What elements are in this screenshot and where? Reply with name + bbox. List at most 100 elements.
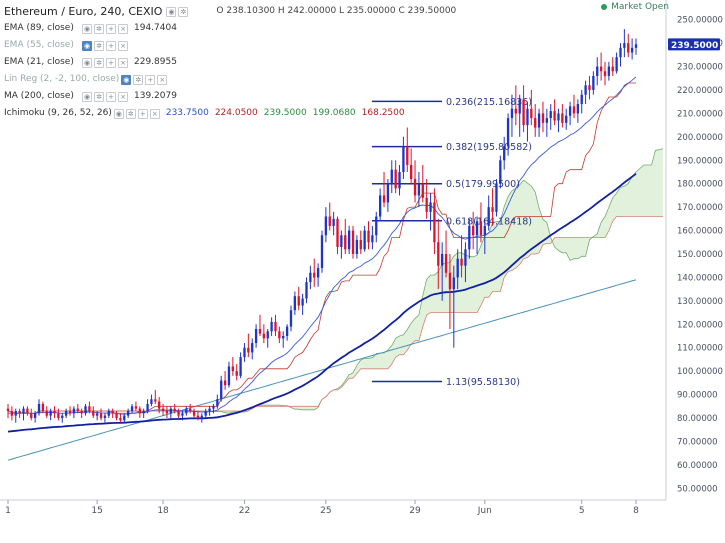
candle-body	[200, 415, 203, 418]
indicator-row[interactable]: Lin Reg (2, -2, 100, close) ◉ ✲ + ×	[4, 71, 456, 88]
candle-body	[49, 410, 52, 416]
eye-icon[interactable]: ◉	[82, 40, 92, 51]
candle-body	[627, 43, 630, 53]
ichimoku-row[interactable]: Ichimoku (9, 26, 52, 26) ◉ ✲ + × 233.750…	[4, 105, 456, 122]
candle-body	[409, 164, 413, 180]
ichimoku-value: 224.0500	[214, 108, 258, 118]
plus-icon[interactable]: +	[106, 23, 116, 34]
eye-icon[interactable]: ◉	[113, 108, 124, 119]
candle-body	[189, 408, 192, 411]
candle-body	[134, 406, 138, 409]
indicator-row[interactable]: EMA (21, close) ◉ ✲ + × 229.8955	[4, 54, 456, 71]
senkou-span-a-line	[108, 148, 664, 414]
y-tick-label: 230.00000	[677, 63, 723, 73]
candle-body	[623, 43, 626, 48]
indicator-row[interactable]: EMA (89, close) ◉ ✲ + × 194.7404	[4, 20, 456, 37]
close-icon[interactable]: ×	[118, 23, 128, 34]
plus-icon[interactable]: +	[145, 74, 156, 85]
gear-icon[interactable]: ✲	[125, 108, 136, 119]
indicator-row[interactable]: EMA (55, close) ◉ ✲ + ×	[4, 37, 456, 54]
candle-body	[421, 183, 424, 198]
eye-icon[interactable]: ◉	[82, 57, 92, 68]
candle-body	[266, 331, 269, 339]
plus-icon[interactable]: +	[106, 57, 116, 68]
close-icon[interactable]: ×	[118, 57, 128, 68]
candle-body	[18, 410, 21, 414]
y-tick-label: 80.00000	[677, 414, 718, 424]
eye-icon[interactable]: ◉	[121, 74, 132, 85]
indicator-controls: ◉ ✲ + ×	[82, 57, 128, 68]
ichimoku-values: 233.7500 224.0500 239.5000 199.0680 168.2500	[166, 105, 411, 122]
x-tick-label: 29	[409, 506, 421, 516]
candle-body	[285, 326, 289, 336]
ichimoku-value: 233.7500	[165, 108, 209, 118]
candle-body	[270, 321, 273, 332]
candle-body	[282, 336, 285, 339]
candle-body	[425, 197, 428, 212]
candle-body	[243, 347, 246, 358]
candle-body	[305, 282, 308, 299]
candle-body	[68, 410, 72, 414]
candle-body	[456, 258, 459, 278]
plus-icon[interactable]: +	[106, 40, 116, 51]
candle-body	[394, 169, 397, 189]
ichimoku-value: 168.2500	[361, 108, 405, 118]
indicator-value: 229.8955	[134, 57, 177, 67]
candle-body	[33, 413, 37, 418]
y-tick-label: 110.00000	[677, 344, 723, 354]
eye-icon[interactable]: ◉	[82, 23, 92, 34]
close-icon[interactable]: ×	[118, 91, 128, 102]
close-icon[interactable]: ×	[149, 108, 160, 119]
x-tick-label: 18	[157, 506, 169, 516]
candle-body	[30, 413, 33, 418]
candle-body	[289, 310, 293, 327]
ohlc-readout: O 238.10300 H 242.00000 L 235.00000 C 23…	[216, 6, 457, 16]
indicator-label: MA (200, close)	[4, 91, 74, 101]
candle-body	[561, 113, 564, 123]
eye-icon[interactable]: ◉	[82, 91, 92, 102]
y-tick-label: 150.00000	[677, 250, 723, 260]
close-icon[interactable]: ×	[118, 40, 128, 51]
gear-icon[interactable]: ✲	[94, 40, 104, 51]
title-controls: ◉ ✲	[166, 6, 189, 17]
indicator-row[interactable]: MA (200, close) ◉ ✲ + × 139.2079	[4, 88, 456, 105]
candle-body	[119, 418, 122, 421]
candle-body	[208, 408, 211, 411]
eye-icon[interactable]: ◉	[166, 6, 177, 17]
candle-body	[251, 343, 254, 353]
candle-body	[499, 160, 502, 184]
ichimoku-value: 199.0680	[312, 108, 356, 118]
candle-body	[181, 413, 184, 416]
candle-body	[448, 272, 452, 290]
plus-icon[interactable]: +	[137, 108, 148, 119]
gear-icon[interactable]: ✲	[133, 74, 144, 85]
candle-body	[634, 44, 638, 48]
candle-body	[390, 169, 393, 184]
close-icon[interactable]: ×	[157, 74, 168, 85]
candle-body	[57, 413, 60, 418]
candle-body	[130, 406, 134, 411]
candle-body	[216, 399, 219, 407]
title-row: Ethereum / Euro, 240, CEXIO ◉ ✲ O 238.10…	[4, 3, 456, 20]
candle-body	[619, 47, 622, 58]
candle-body	[185, 408, 188, 414]
candle-body	[351, 230, 355, 254]
candle-body	[472, 225, 475, 236]
symbol-title[interactable]: Ethereum / Euro, 240, CEXIO	[4, 5, 163, 18]
candle-body	[413, 179, 417, 196]
candle-body	[375, 216, 378, 236]
plus-icon[interactable]: +	[106, 91, 116, 102]
candle-body	[332, 218, 335, 226]
candle-body	[158, 401, 161, 409]
indicator-label: Lin Reg (2, -2, 100, close)	[4, 74, 120, 84]
x-tick-label: 1	[5, 506, 11, 516]
candle-body	[262, 333, 266, 339]
candle-body	[324, 216, 328, 236]
gear-icon[interactable]: ✲	[178, 6, 189, 17]
last-price-tag	[668, 38, 720, 51]
gear-icon[interactable]: ✲	[94, 23, 104, 34]
gear-icon[interactable]: ✲	[94, 57, 104, 68]
gear-icon[interactable]: ✲	[94, 91, 104, 102]
